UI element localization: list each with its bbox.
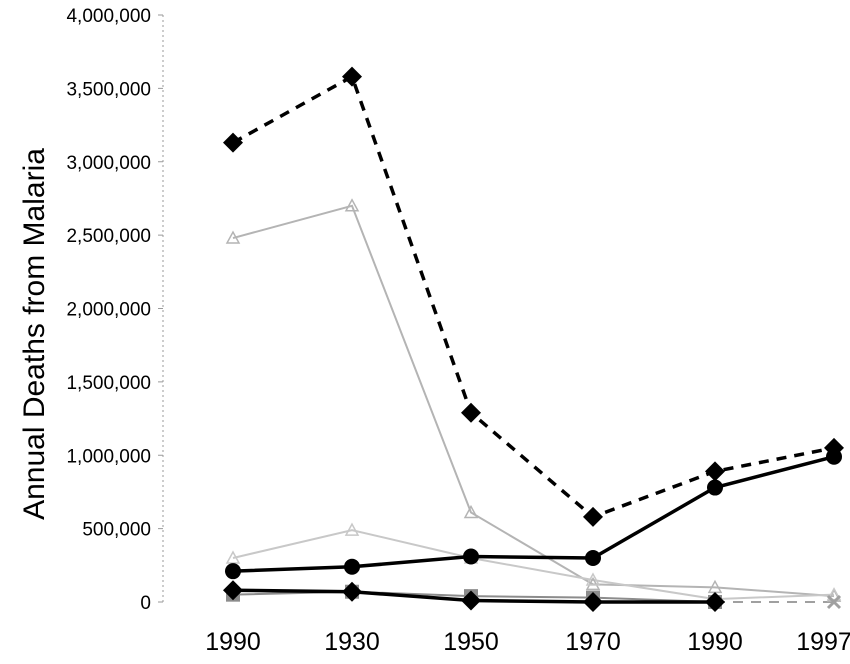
x-tick-label: 1990: [687, 628, 743, 656]
y-axis-title: Annual Deaths from Malaria: [18, 148, 51, 520]
y-tick-label: 1,500,000: [66, 373, 151, 394]
series-line: [232, 204, 835, 598]
data-point: [223, 132, 243, 153]
data-point: [585, 572, 601, 586]
data-point: [225, 550, 241, 564]
data-point: [344, 522, 360, 536]
data-point: [461, 590, 481, 611]
axes: [158, 14, 164, 603]
series-lines: [232, 74, 835, 604]
data-point: [707, 479, 723, 496]
data-point: [344, 198, 360, 212]
data-point: [463, 504, 479, 519]
data-point: [342, 66, 362, 87]
series-line: [232, 529, 835, 601]
series-line: [232, 455, 835, 573]
data-point: [583, 506, 603, 527]
data-point: [463, 548, 479, 565]
x-tick-labels: 1990 1930 1950 1970 1990 1997: [205, 628, 850, 656]
data-point: [344, 558, 360, 575]
x-tick-label: 1970: [565, 628, 621, 656]
y-tick-label: 0: [140, 593, 151, 614]
y-tick-label: 1,000,000: [66, 446, 151, 467]
data-point: [461, 402, 481, 423]
y-tick-label: 3,000,000: [66, 153, 151, 174]
x-tick-label: 1997: [796, 628, 850, 656]
y-tick-label: 3,500,000: [66, 79, 151, 100]
series-markers: [223, 66, 844, 612]
data-point: [342, 581, 362, 602]
x-tick-label: 1930: [324, 628, 380, 656]
y-tick-label: 500,000: [82, 520, 151, 541]
y-tick-label: 4,000,000: [66, 6, 151, 27]
data-point: [824, 437, 844, 458]
y-tick-labels: 0 500,000 1,000,000 1,500,000 2,000,000 2,500…: [66, 6, 151, 614]
x-tick-label: 1990: [205, 628, 261, 656]
y-tick-label: 2,000,000: [66, 300, 151, 321]
data-point: [583, 592, 603, 612]
y-tick-label: 2,500,000: [66, 226, 151, 247]
data-point: [826, 594, 842, 610]
x-tick-label: 1950: [443, 628, 499, 656]
data-point: [705, 461, 725, 482]
data-point: [223, 580, 243, 601]
data-point: [585, 576, 601, 591]
series-line: [232, 74, 835, 519]
data-point: [585, 549, 601, 566]
data-point: [225, 563, 241, 580]
data-point: [705, 592, 725, 612]
data-point: [826, 587, 842, 601]
data-point: [225, 230, 241, 244]
